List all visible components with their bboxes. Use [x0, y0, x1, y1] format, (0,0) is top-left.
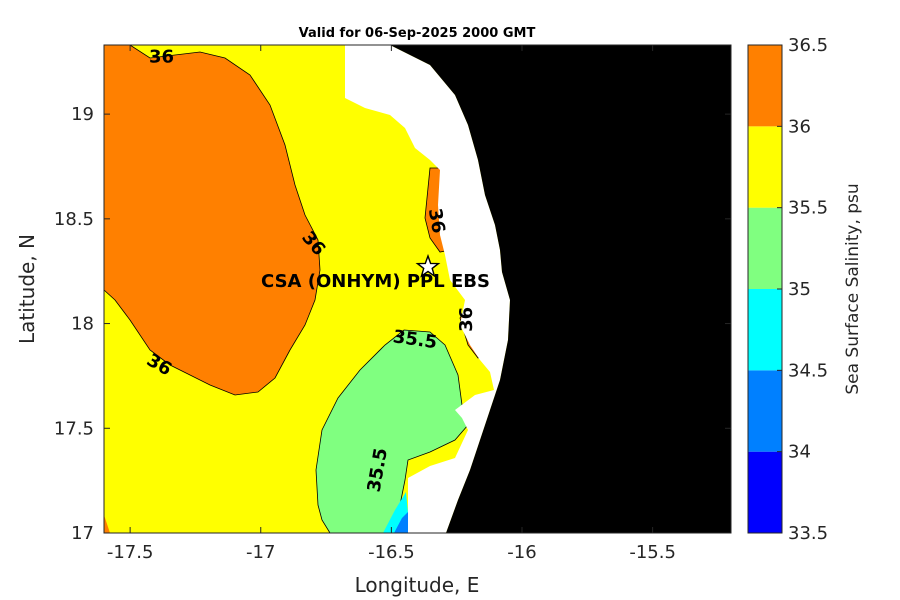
x-tick-label: -17.5: [107, 542, 154, 563]
salinity-36-36p5-region-southwest: [104, 515, 110, 533]
y-tick-label: 19: [71, 104, 94, 125]
x-tick-label: -16.5: [368, 542, 415, 563]
colorbar: 33.5 34 34.5 35 35.5 36 36.5: [747, 35, 828, 544]
x-axis: -17.5 -17 -16.5 -16 -15.5: [107, 45, 676, 563]
no-data-coastal-band: [345, 45, 510, 533]
site-label: CSA (ONHYM) PPL EBS: [261, 271, 490, 292]
x-tick-label: -15.5: [629, 542, 676, 563]
contour-label: 36: [149, 47, 174, 68]
colorbar-title: Sea Surface Salinity, psu: [843, 183, 863, 394]
y-tick-label: 17.5: [54, 418, 94, 439]
colorbar-swatch: [748, 289, 782, 371]
colorbar-tick-label: 35.5: [788, 198, 828, 219]
colorbar-swatch: [748, 370, 782, 452]
x-tick-label: -17: [246, 542, 275, 563]
x-tick-label: -16: [507, 542, 536, 563]
colorbar-swatch: [748, 207, 782, 289]
colorbar-tick-label: 36.5: [788, 35, 828, 56]
colorbar-swatch: [748, 45, 782, 127]
colorbar-tick-label: 34: [788, 442, 811, 463]
contour-label: 36: [424, 207, 449, 235]
plot-frame: [103, 44, 732, 534]
colorbar-tick-label: 35: [788, 279, 811, 300]
colorbar-tick-label: 33.5: [788, 523, 828, 544]
land-mass: [390, 45, 731, 533]
colorbar-tick-label: 36: [788, 116, 811, 137]
y-axis: 17 17.5 18 18.5 19: [54, 104, 731, 544]
chart-title: Valid for 06-Sep-2025 2000 GMT: [299, 26, 536, 41]
colorbar-tick-label: 34.5: [788, 360, 828, 381]
site-layer: CSA (ONHYM) PPL EBS: [261, 253, 490, 292]
salinity-36-36p5-region-west: [104, 45, 321, 396]
colorbar-swatch: [748, 126, 782, 208]
contour-label: 36: [456, 307, 477, 332]
y-axis-title: Latitude, N: [15, 234, 39, 344]
salinity-34-34p5-region: [394, 512, 408, 533]
y-tick-label: 18.5: [54, 209, 94, 230]
site-star-icon: [415, 253, 441, 278]
y-tick-label: 18: [71, 314, 94, 335]
x-axis-title: Longitude, E: [355, 573, 480, 597]
y-tick-label: 17: [71, 523, 94, 544]
colorbar-swatch: [748, 451, 782, 533]
